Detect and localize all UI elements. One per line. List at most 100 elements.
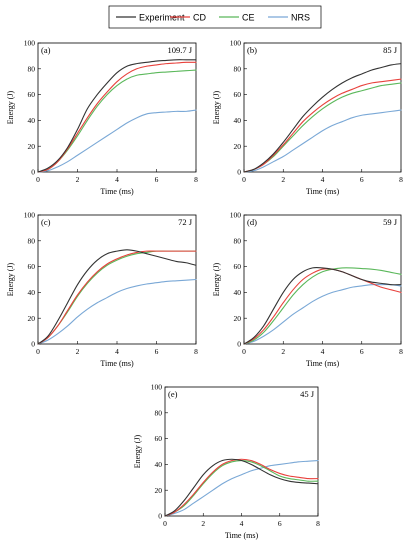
- series-experiment-line: [37, 59, 197, 173]
- y-axis-label: Energy (J): [212, 262, 221, 296]
- x-tick-label: 8: [194, 175, 198, 184]
- y-tick-label: 80: [234, 236, 242, 245]
- x-tick-label: 2: [76, 347, 80, 356]
- plot-frame: [243, 42, 402, 173]
- x-axis-label: Time (ms): [306, 359, 340, 368]
- y-tick-label: 40: [28, 288, 36, 297]
- y-tick-label: 100: [151, 383, 163, 392]
- legend-box: [108, 5, 322, 29]
- y-tick-label: 0: [31, 168, 35, 177]
- energy-annotation: 45 J: [300, 389, 315, 399]
- y-tick-label: 20: [28, 314, 36, 323]
- y-axis-label: Energy (J): [6, 90, 15, 124]
- x-tick-label: 6: [360, 175, 364, 184]
- x-tick-label: 4: [321, 347, 325, 356]
- series-experiment-line: [37, 249, 197, 345]
- y-tick-label: 60: [155, 434, 163, 443]
- series-cd-line: [243, 268, 402, 345]
- y-tick-label: 0: [237, 168, 241, 177]
- y-tick-label: 0: [31, 340, 35, 349]
- y-tick-label: 40: [234, 116, 242, 125]
- legend-label: NRS: [291, 13, 310, 23]
- y-tick-label: 20: [234, 314, 242, 323]
- x-tick-label: 8: [194, 347, 198, 356]
- y-tick-label: 80: [28, 236, 36, 245]
- x-tick-label: 6: [360, 347, 364, 356]
- panel-label: (e): [168, 389, 178, 399]
- x-tick-label: 0: [242, 175, 246, 184]
- x-tick-label: 2: [281, 347, 285, 356]
- y-tick-label: 0: [237, 340, 241, 349]
- panel-a: 0 20 40 60 80 100 0 2 4 6 8 Time (ms) Energy (J) (a) 1…: [6, 39, 198, 196]
- legend-item-experiment: Experiment: [116, 13, 185, 23]
- legend-item-cd: CD: [170, 13, 206, 23]
- x-axis-label: Time (ms): [225, 531, 259, 540]
- x-tick-label: 8: [399, 175, 403, 184]
- x-tick-label: 2: [201, 519, 205, 528]
- panel-c: 0 20 40 60 80 100 0 2 4 6 8 Time (ms) Energy (J) (c) 7…: [6, 211, 198, 368]
- x-tick-label: 4: [115, 175, 119, 184]
- panel-d: 0 20 40 60 80 100 0 2 4 6 8 Time (ms) Energy (J) (d) 5…: [212, 211, 403, 368]
- x-tick-label: 2: [281, 175, 285, 184]
- x-axis-label: Time (ms): [100, 359, 134, 368]
- y-tick-label: 80: [155, 408, 163, 417]
- legend-label: CD: [193, 13, 206, 23]
- legend: Experiment CD CE NRS: [108, 5, 322, 29]
- plot-frame: [37, 214, 197, 345]
- y-tick-label: 60: [234, 262, 242, 271]
- y-tick-label: 60: [234, 90, 242, 99]
- x-tick-label: 6: [155, 347, 159, 356]
- y-tick-label: 100: [24, 39, 36, 48]
- energy-annotation: 59 J: [383, 217, 398, 227]
- y-tick-label: 100: [230, 39, 242, 48]
- series-ce-line: [243, 267, 402, 345]
- energy-annotation: 109.7 J: [167, 45, 192, 55]
- x-tick-label: 4: [240, 519, 244, 528]
- legend-label: CE: [242, 13, 255, 23]
- y-axis-label: Energy (J): [212, 90, 221, 124]
- legend-item-ce: CE: [219, 13, 255, 23]
- y-tick-label: 60: [28, 90, 36, 99]
- y-tick-label: 100: [230, 211, 242, 220]
- panel-label: (d): [247, 217, 257, 227]
- panel-label: (b): [247, 45, 257, 55]
- series-experiment-line: [243, 267, 402, 345]
- x-tick-label: 6: [155, 175, 159, 184]
- x-tick-label: 8: [316, 519, 320, 528]
- series-experiment-line: [164, 458, 319, 517]
- legend-label: Experiment: [139, 13, 185, 23]
- x-tick-label: 8: [399, 347, 403, 356]
- y-tick-label: 0: [158, 512, 162, 521]
- series-nrs-line: [243, 284, 402, 345]
- series-experiment-line: [243, 63, 402, 173]
- y-tick-label: 20: [234, 142, 242, 151]
- x-tick-label: 0: [163, 519, 167, 528]
- series-cd-line: [243, 78, 402, 173]
- y-axis-label: Energy (J): [133, 434, 142, 468]
- y-tick-label: 40: [234, 288, 242, 297]
- x-tick-label: 0: [36, 347, 40, 356]
- series-nrs-line: [243, 109, 402, 173]
- panel-b: 0 20 40 60 80 100 0 2 4 6 8 Time (ms) Energy (J) (b) 8…: [212, 39, 403, 196]
- x-axis-label: Time (ms): [306, 187, 340, 196]
- panel-e: 0 20 40 60 80 100 0 2 4 6 8 Time (ms) Energy (J) (e) 4…: [133, 383, 320, 540]
- plot-frame: [164, 386, 319, 517]
- energy-annotation: 72 J: [178, 217, 193, 227]
- x-tick-label: 4: [115, 347, 119, 356]
- y-tick-label: 80: [28, 64, 36, 73]
- series-nrs-line: [37, 109, 197, 173]
- panel-label: (a): [41, 45, 51, 55]
- y-tick-label: 40: [155, 460, 163, 469]
- series-ce-line: [243, 82, 402, 173]
- series-cd-line: [37, 61, 197, 173]
- series-nrs-line: [37, 278, 197, 345]
- panel-label: (c): [41, 217, 51, 227]
- y-tick-label: 20: [28, 142, 36, 151]
- x-tick-label: 4: [321, 175, 325, 184]
- x-tick-label: 6: [278, 519, 282, 528]
- series-cd-line: [37, 250, 197, 345]
- x-tick-label: 0: [36, 175, 40, 184]
- series-cd-line: [164, 458, 319, 517]
